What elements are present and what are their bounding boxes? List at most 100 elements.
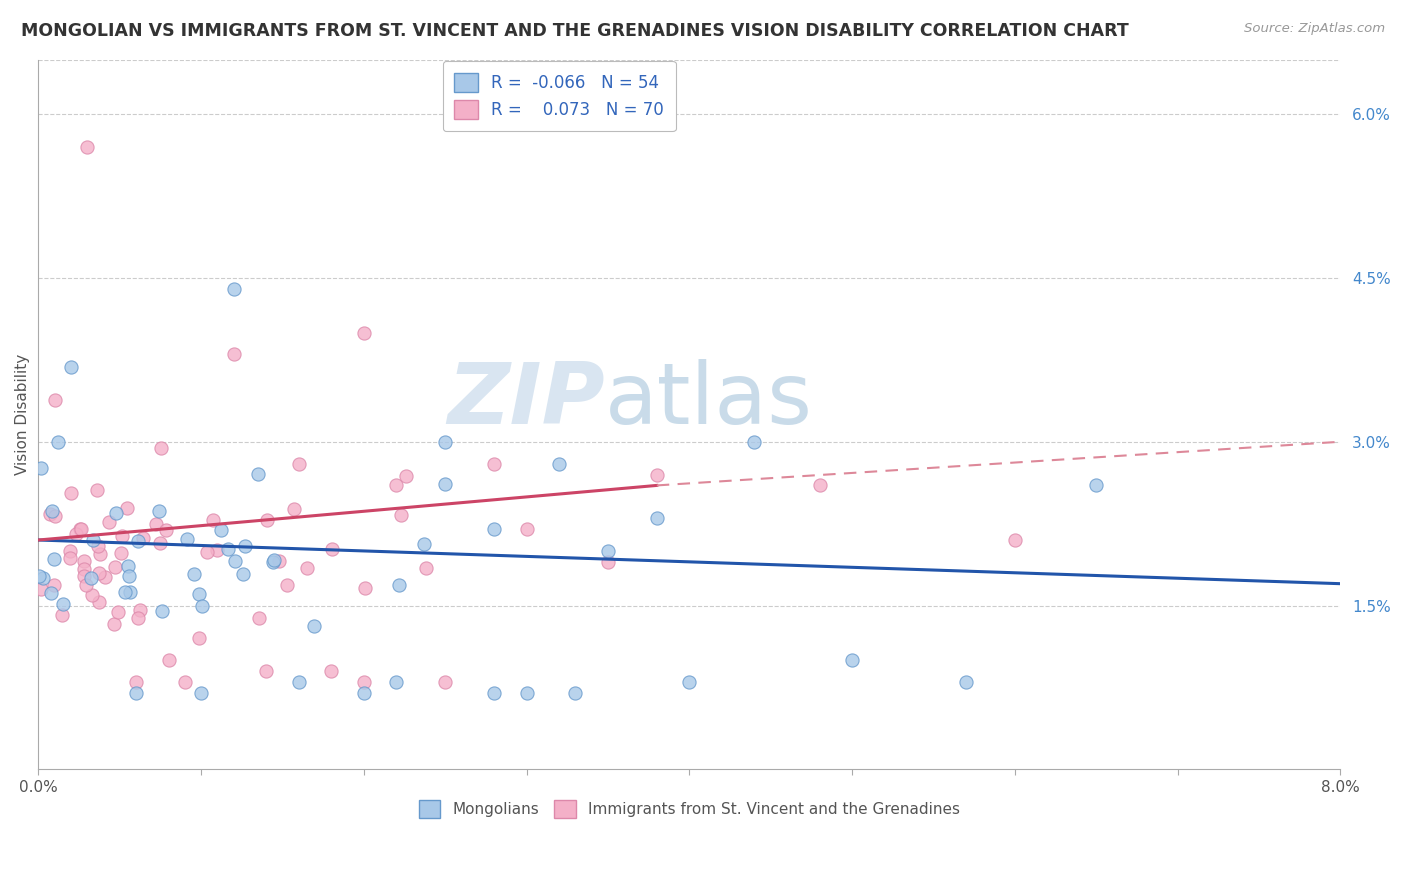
Point: [114, 584, 136, 599]
Point: [120, 584, 142, 599]
Point: [28, 568, 51, 582]
Point: [103, 560, 125, 574]
Point: [276, 578, 298, 592]
Point: [82, 533, 104, 548]
Point: [548, 457, 571, 471]
Point: [41, 503, 63, 517]
Point: [89, 547, 111, 561]
Point: [65, 526, 87, 541]
Point: [30, 460, 52, 475]
Point: [434, 675, 457, 690]
Point: [59, 544, 82, 558]
Point: [59, 551, 82, 566]
Point: [233, 539, 256, 553]
Point: [107, 605, 129, 619]
Point: [44, 551, 66, 566]
Text: ZIP: ZIP: [447, 359, 605, 442]
Point: [434, 477, 457, 491]
Point: [564, 686, 586, 700]
Point: [127, 611, 149, 625]
Point: [73, 554, 96, 568]
Point: [353, 686, 375, 700]
Point: [955, 675, 977, 690]
Point: [149, 442, 172, 456]
Point: [202, 513, 225, 527]
Point: [103, 617, 125, 632]
Point: [148, 504, 170, 518]
Point: [111, 529, 134, 543]
Point: [132, 531, 155, 545]
Point: [678, 675, 700, 690]
Point: [51, 608, 73, 623]
Point: [125, 686, 148, 700]
Point: [127, 533, 149, 548]
Point: [353, 675, 375, 690]
Point: [482, 686, 505, 700]
Point: [44, 392, 66, 407]
Point: [287, 457, 309, 471]
Point: [596, 544, 619, 558]
Point: [516, 686, 538, 700]
Text: atlas: atlas: [605, 359, 813, 442]
Point: [415, 561, 437, 575]
Point: [269, 553, 291, 567]
Point: [73, 569, 96, 583]
Point: [482, 522, 505, 536]
Point: [190, 686, 212, 700]
Point: [176, 532, 198, 546]
Point: [87, 595, 110, 609]
Point: [31, 571, 53, 585]
Point: [150, 604, 173, 618]
Point: [73, 561, 96, 575]
Point: [395, 468, 418, 483]
Point: [110, 546, 132, 560]
Point: [321, 541, 343, 556]
Point: [87, 539, 110, 553]
Text: MONGOLIAN VS IMMIGRANTS FROM ST. VINCENT AND THE GRENADINES VISION DISABILITY CO: MONGOLIAN VS IMMIGRANTS FROM ST. VINCENT…: [21, 22, 1129, 40]
Point: [39, 586, 62, 600]
Point: [149, 536, 172, 550]
Point: [191, 599, 214, 613]
Point: [841, 653, 863, 667]
Point: [302, 619, 325, 633]
Point: [262, 556, 284, 570]
Point: [1004, 533, 1026, 547]
Y-axis label: Vision Disability: Vision Disability: [15, 354, 30, 475]
Point: [287, 675, 309, 690]
Point: [117, 559, 139, 574]
Point: [128, 602, 150, 616]
Point: [1085, 478, 1108, 492]
Point: [263, 552, 285, 566]
Point: [254, 664, 277, 678]
Point: [217, 542, 239, 557]
Point: [80, 571, 103, 585]
Point: [59, 360, 82, 375]
Point: [645, 467, 668, 482]
Point: [94, 570, 117, 584]
Point: [46, 434, 69, 449]
Point: [69, 522, 91, 536]
Point: [232, 567, 254, 582]
Point: [385, 675, 408, 690]
Text: Source: ZipAtlas.com: Source: ZipAtlas.com: [1244, 22, 1385, 36]
Point: [105, 506, 128, 520]
Point: [222, 282, 245, 296]
Point: [247, 467, 270, 481]
Point: [744, 434, 766, 449]
Point: [197, 545, 219, 559]
Point: [188, 632, 211, 646]
Point: [86, 483, 108, 498]
Point: [42, 578, 65, 592]
Point: [596, 555, 619, 569]
Point: [125, 675, 148, 690]
Point: [321, 664, 343, 678]
Point: [516, 522, 538, 536]
Point: [808, 478, 831, 492]
Point: [389, 508, 412, 522]
Point: [118, 569, 141, 583]
Point: [209, 523, 232, 537]
Point: [645, 511, 668, 525]
Point: [482, 457, 505, 471]
Point: [353, 326, 375, 340]
Point: [247, 611, 270, 625]
